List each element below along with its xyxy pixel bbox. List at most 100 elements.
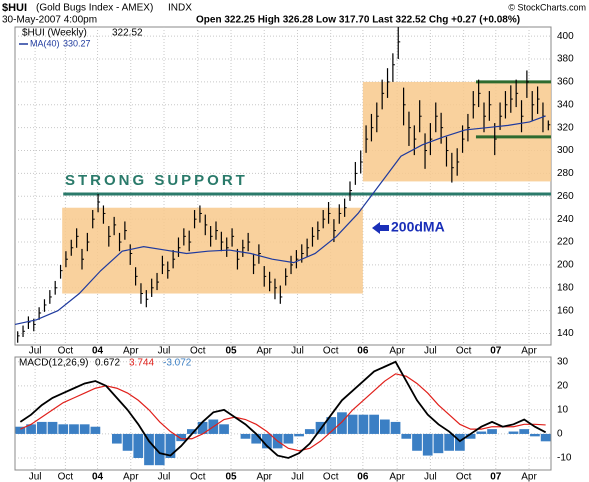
histogram-bar <box>69 424 79 434</box>
y-tick-label: 400 <box>557 31 574 42</box>
histogram-bar <box>26 424 36 434</box>
macd-line <box>19 360 547 459</box>
date: 30-May-2007 4:00pm <box>2 15 97 26</box>
y-tick-label: -10 <box>557 453 572 464</box>
histogram-bar <box>283 433 294 444</box>
histogram-bar <box>487 429 497 434</box>
legend-value: 3.744 <box>129 358 154 369</box>
x-tick-label: Oct <box>58 346 74 357</box>
histogram-bar <box>111 433 122 444</box>
x-tick-label: Apr <box>389 346 405 357</box>
histogram-bar <box>519 429 530 434</box>
x-tick-label: 07 <box>490 346 502 357</box>
y-tick-label: 240 <box>557 214 574 225</box>
histogram-bar <box>530 433 540 437</box>
histogram-bar <box>187 429 197 434</box>
legend-value: 330.27 <box>63 38 91 48</box>
index-name: (Gold Bugs Index - AMEX) <box>36 3 153 14</box>
histogram-bar <box>444 433 455 451</box>
panel <box>14 356 552 471</box>
histogram-bar <box>262 433 272 449</box>
legend-entry: MACD(12,26,9) <box>19 358 88 369</box>
legend-value: -3.072 <box>163 358 192 369</box>
histogram-bar <box>326 417 337 434</box>
histogram-bar <box>219 424 229 434</box>
quote: Open 322.25 High 326.28 Low 317.70 Last … <box>196 15 520 26</box>
y-tick-label: 260 <box>557 191 574 202</box>
histogram-bar <box>401 433 412 439</box>
x-tick-label: Apr <box>123 346 139 357</box>
x-tick-label: 05 <box>225 472 237 482</box>
histogram-bar <box>36 421 47 434</box>
x-tick-label: 06 <box>357 346 369 357</box>
annotation: 200dMA <box>391 219 445 235</box>
y-tick-label: 140 <box>557 328 574 339</box>
x-tick-label: Apr <box>256 472 272 482</box>
histogram-bar <box>122 433 133 451</box>
histogram-bar <box>465 433 476 439</box>
x-tick-label: Apr <box>123 472 139 482</box>
x-tick-label: Jul <box>424 472 437 482</box>
histogram-bar <box>144 433 154 466</box>
y-tick-label: 280 <box>557 168 574 179</box>
y-tick-label: 320 <box>557 122 574 133</box>
x-tick-label: Jul <box>158 472 171 482</box>
x-tick-label: Oct <box>323 472 339 482</box>
legend-value: 322.52 <box>112 28 143 39</box>
x-tick-label: 07 <box>490 472 502 482</box>
histogram-bar <box>154 433 165 466</box>
x-tick-label: Jul <box>29 472 42 482</box>
histogram-bar <box>337 412 347 434</box>
y-tick-label: 160 <box>557 305 574 316</box>
symbol: $HUI <box>2 2 27 14</box>
x-tick-label: Apr <box>389 472 405 482</box>
histogram-bar <box>15 426 26 434</box>
y-tick-label: 380 <box>557 54 574 65</box>
histogram-bar <box>540 433 551 442</box>
annotation: STRONG SUPPORT <box>65 172 248 189</box>
x-tick-label: Oct <box>190 472 206 482</box>
legend-entry: MA(40) <box>30 38 60 48</box>
histogram-bar <box>412 433 422 451</box>
ma-line <box>14 115 546 325</box>
x-tick-label: 06 <box>357 472 369 482</box>
histogram-bar <box>347 414 358 434</box>
x-tick-label: 04 <box>92 472 104 482</box>
y-tick-label: 220 <box>557 237 574 248</box>
x-tick-label: Apr <box>521 346 537 357</box>
histogram-bar <box>390 421 401 434</box>
histogram-bar <box>90 426 101 434</box>
y-tick-label: 10 <box>557 405 569 416</box>
legend-value: 0.672 <box>95 358 120 369</box>
y-tick-label: 30 <box>557 356 569 367</box>
exchange: INDX <box>168 3 192 14</box>
x-tick-label: 04 <box>92 346 104 357</box>
histogram-bar <box>79 424 90 434</box>
histogram-bar <box>294 433 304 437</box>
histogram-bar <box>47 421 58 434</box>
histogram-bar <box>379 419 390 434</box>
y-tick-label: 180 <box>557 282 574 293</box>
histogram-bar <box>240 433 251 439</box>
x-tick-label: Oct <box>323 346 339 357</box>
x-tick-label: 05 <box>225 346 237 357</box>
histogram-bar <box>422 433 433 456</box>
histogram-bar <box>476 431 487 434</box>
histogram-bar <box>197 421 208 434</box>
x-tick-label: Jul <box>29 346 42 357</box>
x-tick-label: Apr <box>256 346 272 357</box>
arrow <box>372 222 389 234</box>
macd-line <box>20 373 546 452</box>
histogram-bar <box>251 433 262 444</box>
histogram-bar <box>433 433 444 454</box>
y-tick-label: 0 <box>557 429 563 440</box>
histogram-bar <box>133 433 144 458</box>
y-tick-label: 300 <box>557 145 574 156</box>
y-tick-label: 360 <box>557 77 574 88</box>
x-tick-label: Oct <box>456 472 472 482</box>
x-tick-label: Oct <box>190 346 206 357</box>
histogram-bar <box>455 433 465 451</box>
x-tick-label: Jul <box>291 472 304 482</box>
histogram-bar <box>369 414 379 434</box>
